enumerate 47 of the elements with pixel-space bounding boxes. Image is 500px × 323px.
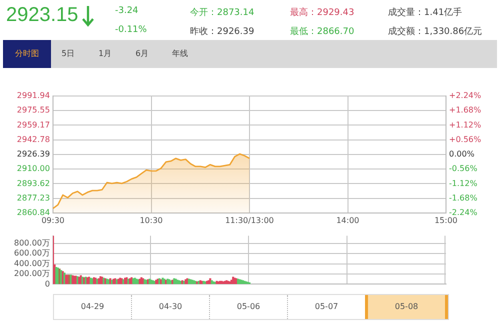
text: 04-30 xyxy=(131,295,209,319)
text: 分时图 xyxy=(14,48,40,59)
x-tick-label: 15:00 xyxy=(434,216,458,225)
x-tick-label: 09:30 xyxy=(41,216,65,225)
text: 6月 xyxy=(134,48,150,59)
text: 昨收：2926.39 xyxy=(190,26,254,38)
text: 今开：2873.14 xyxy=(190,6,254,19)
x-tick-label: 10:30 xyxy=(140,216,163,225)
y2-tick-label: +0.56% xyxy=(449,134,482,144)
x-tick-label: 11:30/13:00 xyxy=(225,216,274,225)
y-tick-label: 0 xyxy=(44,279,50,288)
y2-tick-label: -2.24% xyxy=(449,208,478,218)
y-tick-label: 200.00万 xyxy=(14,269,50,278)
text: 成交额：1,330.86亿元 xyxy=(388,26,482,38)
y-tick-label: 400.00万 xyxy=(14,258,50,268)
y-tick-label: 2959.17 xyxy=(16,120,50,130)
text: 04-29 xyxy=(80,301,106,313)
y-tick-label: 2877.23 xyxy=(16,193,50,202)
text: 年线 xyxy=(171,48,189,59)
y2-tick-label: -1.12% xyxy=(449,178,478,188)
y-tick-label: 2975.55 xyxy=(16,106,50,115)
y-tick-label: 600.00万 xyxy=(14,248,50,258)
y-tick-label: 2893.62 xyxy=(16,178,50,188)
y-tick-label: 2860.84 xyxy=(16,208,50,218)
text: 5日 xyxy=(60,48,76,59)
y-tick-label: 800.00万 xyxy=(14,238,50,248)
text: 1月 xyxy=(97,48,113,59)
y2-tick-label: 0.00% xyxy=(449,150,475,159)
text: 05-08 xyxy=(365,295,448,319)
y-tick-label: 2942.78 xyxy=(16,134,50,144)
y-tick-label: 2910.00 xyxy=(16,164,50,174)
y2-tick-label: -0.56% xyxy=(449,164,478,174)
y2-tick-label: +1.68% xyxy=(449,106,482,115)
y2-tick-label: +1.12% xyxy=(449,120,482,130)
text: 成交量：1.41亿手 xyxy=(388,6,462,19)
y-tick-label: 2926.39 xyxy=(16,150,50,159)
text: 最低：2866.70 xyxy=(290,26,354,38)
text: -0.11% xyxy=(115,25,147,35)
text: 2923.15 xyxy=(6,4,78,27)
y2-tick-label: +2.24% xyxy=(449,91,482,100)
y2-tick-label: -1.68% xyxy=(449,193,478,202)
y-tick-label: 2991.94 xyxy=(16,91,50,100)
text: 05-06 xyxy=(209,295,287,319)
text: 05-07 xyxy=(287,295,365,319)
x-tick-label: 14:00 xyxy=(336,216,360,225)
text: -3.24 xyxy=(115,6,138,16)
text: 最高：2929.43 xyxy=(290,6,354,19)
